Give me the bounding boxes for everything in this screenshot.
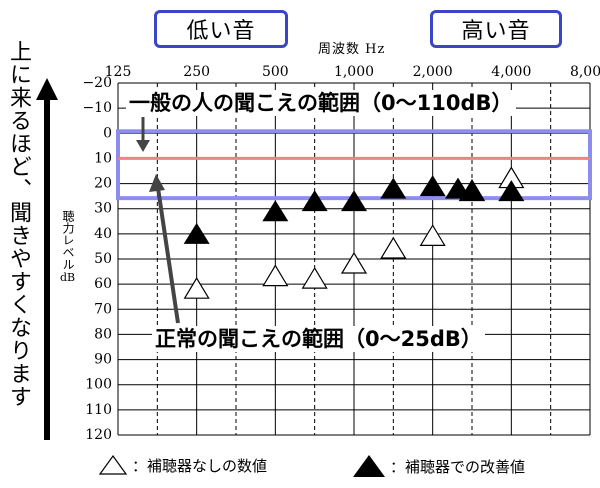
normal-range-pointer-head (149, 174, 165, 192)
y-tick-label: 0 (103, 125, 112, 141)
general-range-callout: 一般の人の聞こえの範囲（0〜110dB） (126, 90, 516, 116)
filled-triangle-point (419, 175, 446, 197)
y-tick-label: 90 (94, 352, 112, 368)
y-axis-title: 聴力レベル dB (60, 210, 78, 285)
general-range-pointer-head (136, 140, 150, 152)
filled-triangle-icon (353, 455, 385, 477)
filled-triangle-point (341, 190, 367, 212)
y-tick-label: 120 (85, 427, 112, 443)
y-axis-title-unit: dB (60, 271, 76, 284)
x-tick-label: 8,000 (570, 64, 600, 80)
x-tick-label: 250 (183, 64, 210, 80)
high-tone-label: 高い音 (430, 10, 562, 48)
normal-range-pointer (156, 187, 180, 324)
normal-range-callout: 正常の聞こえの範囲（0〜25dB） (152, 326, 485, 352)
legend-open: ：補聴器なしの数値 (98, 454, 267, 476)
open-triangle-point (301, 266, 328, 289)
filled-triangle-point (262, 200, 289, 222)
x-tick-label: 500 (262, 64, 289, 80)
y-tick-label: 20 (94, 176, 112, 192)
open-triangle-point (262, 264, 289, 287)
y-tick-label: −10 (82, 100, 112, 116)
filled-triangle-point (458, 180, 485, 202)
legend-filled: ：補聴器での改善値 (352, 454, 525, 478)
y-tick-label: 60 (94, 276, 112, 292)
y-axis-title-text: 聴力レベル (61, 210, 75, 270)
filled-triangle-point (301, 190, 328, 212)
low-tone-label: 低い音 (154, 10, 288, 48)
open-triangle-icon (98, 454, 128, 475)
y-tick-label: 50 (94, 251, 112, 267)
open-triangle-point (183, 277, 210, 299)
up-arrow-icon-head (36, 78, 58, 100)
side-note: 上に来るほど、聞きやすくなります (6, 40, 31, 408)
legend-open-label: ：補聴器なしの数値 (132, 456, 268, 475)
x-tick-label: 4,000 (491, 64, 531, 80)
x-tick-label: 2,000 (413, 64, 453, 80)
open-triangle-point (419, 224, 446, 246)
frequency-axis-title: 周波数 Hz (318, 42, 386, 57)
open-triangle-point (340, 251, 368, 274)
y-tick-label: 40 (94, 226, 112, 242)
y-tick-label: 110 (85, 402, 112, 418)
y-tick-label: −20 (82, 75, 112, 91)
filled-triangle-point (183, 222, 210, 244)
legend-filled-label: ：補聴器での改善値 (390, 457, 526, 476)
open-triangle-point (380, 236, 407, 259)
y-tick-label: 70 (94, 301, 112, 317)
y-tick-label: 30 (94, 201, 112, 217)
filled-triangle-point (380, 177, 407, 199)
x-tick-label: 125 (105, 64, 132, 80)
y-tick-label: 80 (94, 326, 112, 342)
x-tick-label: 1,000 (334, 64, 374, 80)
y-tick-label: 100 (85, 377, 112, 393)
y-tick-label: 10 (94, 150, 112, 166)
filled-triangle-point (498, 180, 525, 202)
